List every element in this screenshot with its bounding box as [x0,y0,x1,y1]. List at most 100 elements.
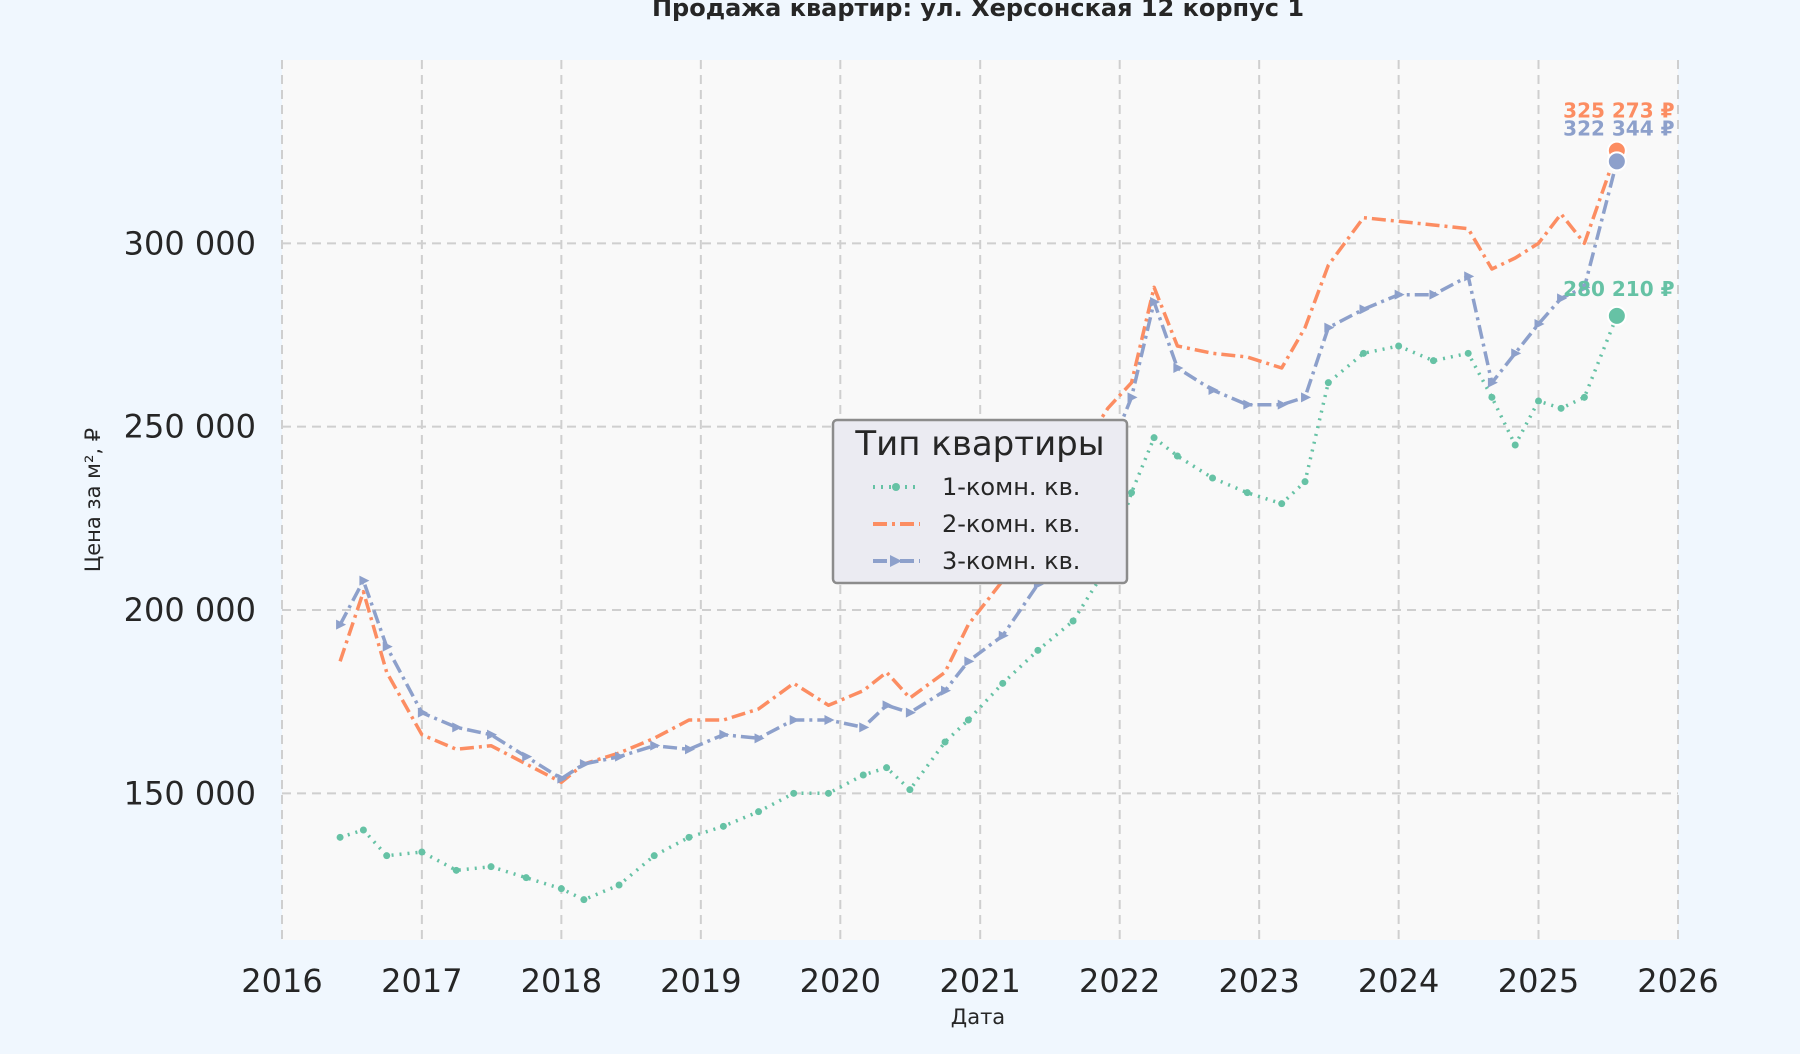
series-marker [1464,349,1472,357]
y-tick-label: 200 000 [124,591,256,629]
series-marker [684,744,695,755]
series-endpoint [1606,305,1627,326]
series-marker [883,764,891,772]
series-marker [417,707,428,718]
series-marker [1535,397,1543,405]
x-tick-label: 2020 [800,962,881,1000]
series-marker [383,852,391,860]
end-value-label: 325 273 ₽ [1563,99,1674,123]
series-marker [1243,489,1251,497]
series-marker [882,700,893,711]
x-axis-label: Дата [951,1005,1005,1029]
series-marker [1208,385,1219,395]
series-marker [615,751,626,762]
series-marker [1034,646,1042,654]
series-marker [615,881,623,889]
series-marker [1277,399,1288,410]
end-labels: 325 273 ₽322 344 ₽ 280 210 ₽ [1563,99,1674,301]
series-marker [1429,357,1437,365]
series-marker [941,685,952,696]
series-marker [1324,379,1332,387]
series-marker [1324,322,1335,333]
series-marker [754,733,765,744]
end-value-label: 322 344 ₽ [1563,116,1674,140]
series-marker [998,630,1009,641]
x-tick-label: 2022 [1079,962,1160,1000]
series-marker [1395,342,1403,350]
series-marker [336,833,344,841]
legend-entries: 1-комн. кв. 2-комн. кв. 3-комн. кв. [873,473,1080,575]
axes: 2016 2017 2018 2019 2020 2021 2022 2023 2024 2025… [124,224,1719,1000]
x-tick-label: 2023 [1218,962,1299,1000]
y-tick-label: 300 000 [124,224,256,262]
series-marker [719,822,727,830]
series-marker [522,874,530,882]
series-endpoint [1606,151,1627,172]
series-marker [906,786,914,794]
legend-label: 1-комн. кв. [942,473,1080,501]
series-marker [824,789,832,797]
series-marker [1173,452,1181,460]
series-marker [1278,500,1286,508]
series-marker [557,885,565,893]
series-marker [1150,297,1161,307]
x-tick-label: 2018 [521,962,602,1000]
x-tick-label: 2016 [241,962,322,1000]
legend-box [831,418,1129,585]
x-tick-label: 2026 [1637,962,1718,1000]
series-marker [522,751,533,762]
series-marker [1464,271,1475,282]
x-tick-label: 2017 [381,962,462,1000]
x-tick-label: 2021 [939,962,1020,1000]
series-marker [685,833,693,841]
series-marker [1173,363,1184,373]
legend-title: Тип квартиры [854,424,1104,464]
y-tick-label: 150 000 [124,774,256,812]
series-marker [1534,319,1545,329]
series-marker [1359,349,1367,357]
series-marker [487,863,495,871]
series-marker [1394,289,1405,300]
series-marker [1127,392,1138,403]
legend: Тип квартиры 1-комн. кв. 2-комн. кв. 3-ком… [831,418,1129,585]
series-marker [1557,404,1565,412]
x-tick-label: 2019 [660,962,741,1000]
series-marker [1557,293,1568,304]
series-marker [452,866,460,874]
y-tick-label: 250 000 [124,408,256,446]
series-marker [859,771,867,779]
series-marker [964,716,972,724]
series-marker [359,826,367,834]
chart-title: Продажа квартир: ул. Херсонская 12 корпу… [652,0,1304,22]
series-marker [999,679,1007,687]
series-marker [452,722,463,733]
series-marker [1243,399,1254,410]
series-marker [790,789,798,797]
series-marker [382,641,393,652]
series-marker [418,848,426,856]
series-marker [941,738,949,746]
series-marker [905,707,916,718]
series-marker [579,759,590,769]
series-marker [1301,392,1312,403]
legend-marker [890,555,902,567]
series-marker [1209,474,1217,482]
series-marker [859,722,870,733]
series-marker [650,852,658,860]
series-marker [580,896,588,904]
legend-marker [892,483,900,491]
series-marker [1511,441,1519,449]
series-marker [1069,617,1077,625]
series-marker [824,715,835,725]
series-marker [336,619,347,630]
series-marker [359,575,370,586]
series-marker [1488,393,1496,401]
series-marker [1301,478,1309,486]
series-layer [336,140,1627,904]
series-marker [789,715,800,725]
series-marker [1487,377,1498,388]
series-line [338,150,1619,785]
series-marker [487,729,498,740]
